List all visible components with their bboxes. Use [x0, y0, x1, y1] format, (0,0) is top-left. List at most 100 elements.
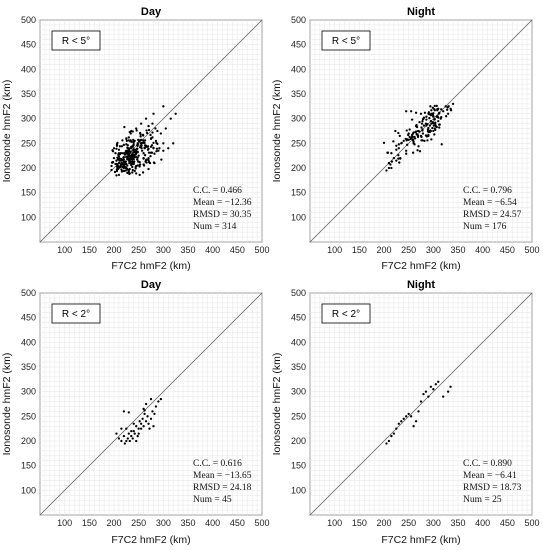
y-axis-label: Ionosonde hmF2 (km)	[1, 80, 13, 183]
x-tick-label: 500	[524, 245, 539, 255]
scatter-point	[390, 152, 393, 155]
scatter-point	[390, 166, 393, 170]
scatter-point	[405, 149, 408, 152]
x-tick-label: 250	[401, 518, 416, 528]
scatter-point	[399, 157, 402, 160]
scatter-point	[123, 442, 127, 445]
scatter-point	[141, 171, 145, 174]
scatter-point	[415, 132, 418, 136]
scatter-point	[432, 115, 435, 118]
scatter-point	[440, 116, 443, 119]
y-tick-label: 350	[291, 362, 306, 372]
scatter-point	[392, 140, 395, 143]
scatter-point	[111, 161, 114, 164]
scatter-point	[427, 126, 430, 130]
scatter-point	[428, 124, 432, 127]
scatter-point	[392, 432, 396, 435]
stat-num: Num = 314	[193, 222, 237, 232]
scatter-point	[134, 151, 137, 154]
scatter-point	[144, 402, 148, 406]
x-tick-label: 400	[205, 518, 220, 528]
scatter-point	[121, 163, 125, 166]
scatter-point	[118, 157, 122, 160]
scatter-point	[421, 118, 425, 121]
scatter-point	[442, 395, 445, 398]
scatter-point	[123, 125, 126, 129]
scatter-point	[436, 115, 439, 118]
scatter-point	[125, 149, 128, 152]
scatter-point	[417, 145, 420, 148]
scatter-point	[416, 134, 420, 137]
scatter-point	[136, 156, 139, 159]
scatter-point	[430, 112, 433, 115]
scatter-point	[131, 144, 134, 147]
scatter-point	[149, 151, 153, 154]
scatter-point	[129, 156, 132, 159]
scatter-point	[417, 410, 420, 413]
stat-mean: Mean = −6.54	[463, 198, 517, 208]
scatter-point	[431, 106, 434, 109]
y-tick-label: 500	[291, 15, 306, 25]
x-axis-label: F7C2 hmF2 (km)	[111, 260, 190, 272]
scatter-point	[126, 157, 129, 161]
x-tick-labels: 100 150 200 250 300 350 400 450 500	[327, 518, 539, 528]
x-tick-label: 150	[352, 245, 367, 255]
x-tick-label: 400	[475, 245, 490, 255]
range-box	[321, 30, 371, 51]
scatter-point	[431, 126, 434, 130]
scatter-point	[408, 128, 411, 131]
scatter-point	[127, 136, 130, 139]
scatter-point	[398, 134, 401, 138]
scatter-point	[127, 153, 130, 156]
scatter-point	[446, 390, 450, 393]
scatter-point	[120, 427, 123, 430]
scatter-point	[402, 139, 405, 143]
scatter-point	[437, 119, 440, 123]
x-tick-label: 350	[180, 518, 195, 528]
scatter-point	[127, 411, 130, 414]
scatter-point	[418, 120, 421, 124]
scatter-point	[159, 397, 163, 401]
scatter-point	[115, 159, 118, 162]
scatter-point	[142, 164, 146, 167]
scatter-point	[111, 149, 114, 152]
scatter-point	[141, 134, 145, 137]
scatter-point	[390, 434, 393, 438]
scatter-point	[414, 420, 418, 423]
scatter-point	[162, 142, 165, 145]
y-tick-label: 150	[291, 188, 306, 198]
scatter-point	[409, 415, 413, 418]
scatter-point	[422, 392, 425, 396]
scatter-point	[432, 124, 435, 127]
scatter-point	[137, 427, 140, 430]
scatter-point	[420, 139, 423, 142]
scatter-point	[419, 400, 423, 403]
x-axis-label: F7C2 hmF2 (km)	[381, 260, 460, 272]
scatter-point	[141, 417, 144, 420]
scatter-point	[433, 118, 436, 121]
x-tick-label: 500	[254, 245, 269, 255]
scatter-point	[437, 380, 440, 383]
scatter-point	[149, 133, 152, 137]
scatter-point	[117, 437, 121, 440]
scatter-point	[139, 135, 142, 138]
stat-cc: C.C. = 0.796	[463, 186, 512, 196]
scatter-point	[429, 105, 432, 108]
scatter-point	[429, 385, 433, 388]
y-tick-label: 100	[291, 212, 306, 222]
scatter-points	[110, 105, 177, 177]
scatter-point	[125, 137, 128, 141]
scatter-point	[410, 133, 414, 137]
scatter-point	[449, 109, 453, 112]
x-tick-label: 300	[426, 518, 441, 528]
x-tick-label: 250	[131, 518, 146, 528]
scatter-point	[156, 129, 159, 133]
range-box-label: R < 5°	[62, 36, 90, 47]
x-tick-label: 400	[205, 245, 220, 255]
scatter-point	[394, 129, 397, 133]
stat-rmsd: RMSD = 18.73	[463, 483, 522, 493]
y-tick-label: 100	[21, 485, 36, 495]
y-tick-label: 200	[291, 163, 306, 173]
scatter-point	[426, 122, 429, 126]
scatter-point	[164, 127, 167, 130]
